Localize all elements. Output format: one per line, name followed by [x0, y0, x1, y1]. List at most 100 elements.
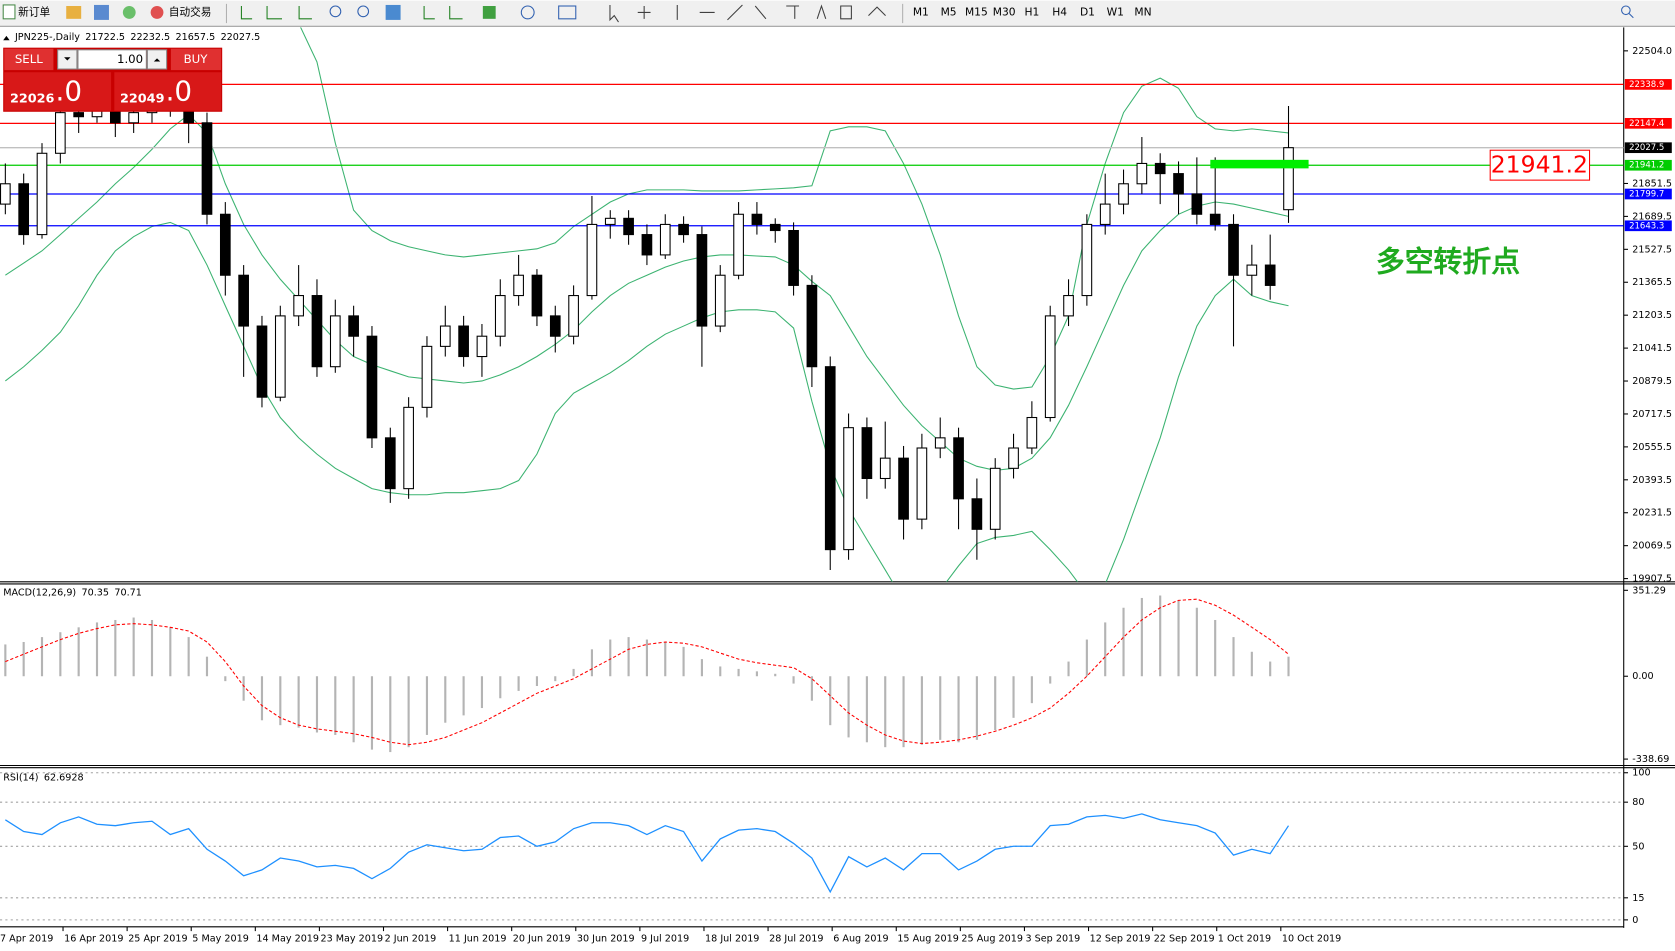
- timeframe-button[interactable]: H1: [1025, 5, 1040, 18]
- macd-bar: [572, 668, 575, 677]
- x-tick-label: 6 Aug 2019: [833, 934, 888, 945]
- price-level-tag: [1624, 159, 1672, 171]
- y-tick-label: 0.00: [1632, 671, 1653, 682]
- price-level-label: 21643.3: [1629, 221, 1664, 231]
- candle-body: [1008, 447, 1019, 469]
- icon[interactable]: [482, 6, 496, 19]
- candle-body: [843, 427, 854, 551]
- macd-bar: [590, 649, 594, 677]
- macd-bar: [1177, 600, 1180, 677]
- macd-bar: [609, 639, 612, 677]
- macd-bar: [902, 676, 905, 748]
- search-icon[interactable]: [1621, 5, 1631, 16]
- macd-bar: [444, 676, 447, 723]
- timeframe-button[interactable]: M1: [913, 5, 929, 18]
- header-value: 70.71: [114, 587, 142, 598]
- candle-body: [1209, 213, 1221, 225]
- header-value: 22232.5: [130, 32, 170, 43]
- collapse-arrow: [3, 35, 10, 41]
- candle-body: [586, 223, 598, 297]
- x-tick-label: 18 Jul 2019: [705, 934, 759, 945]
- y-tick-label: 20231.5: [1632, 508, 1672, 519]
- y-tick-label: 19907.5: [1632, 574, 1672, 585]
- header-value: 21657.5: [175, 32, 215, 43]
- candle-body: [1283, 147, 1294, 211]
- macd-bar: [682, 646, 685, 677]
- timeframe-button[interactable]: M5: [941, 5, 957, 18]
- y-tick-label: 20393.5: [1632, 475, 1672, 486]
- candle-body: [403, 406, 414, 490]
- macd-bar: [920, 676, 923, 745]
- search-icon[interactable]: [1628, 13, 1634, 19]
- lot-input[interactable]: [77, 49, 147, 70]
- x-tick-label: 25 Apr 2019: [128, 934, 187, 945]
- macd-bar: [260, 676, 264, 721]
- macd-bar: [829, 676, 832, 726]
- icon[interactable]: [385, 4, 401, 20]
- candle-body: [1264, 264, 1276, 286]
- macd-bar: [1214, 619, 1217, 677]
- bid-box[interactable]: [4, 72, 112, 111]
- candle-body: [1228, 223, 1239, 276]
- timeframe-button[interactable]: H4: [1052, 5, 1067, 18]
- new-order-button[interactable]: 新订单: [2, 4, 51, 20]
- macd-bar: [1122, 607, 1125, 677]
- icon[interactable]: [94, 4, 109, 20]
- icon[interactable]: [357, 5, 370, 18]
- candle-body: [733, 213, 744, 276]
- macd-bar: [224, 676, 227, 682]
- macd-bar: [1104, 622, 1107, 677]
- icon[interactable]: [122, 6, 136, 19]
- timeframe-button[interactable]: M15: [965, 5, 988, 18]
- icon[interactable]: [609, 4, 886, 23]
- x-tick-label: 23 May 2019: [320, 934, 383, 945]
- buy-button[interactable]: BUY: [170, 48, 222, 71]
- annotation-box: [1489, 149, 1591, 181]
- price-level-tag: [1624, 220, 1672, 232]
- timeframe-button[interactable]: M30: [993, 5, 1016, 18]
- y-tick-label: 21527.5: [1632, 244, 1672, 255]
- y-tick-label: 20717.5: [1632, 409, 1672, 420]
- annotation-value: 21941.2: [1491, 151, 1588, 179]
- ask-price: 22049: [120, 91, 165, 106]
- indicator-line: [4, 813, 1290, 894]
- timeframe-button[interactable]: MN: [1134, 5, 1151, 18]
- macd-bar: [77, 627, 80, 677]
- sell-button[interactable]: SELL: [4, 48, 54, 71]
- candle-body: [696, 234, 708, 327]
- ask-box[interactable]: [114, 72, 222, 111]
- icon[interactable]: [329, 5, 342, 18]
- candle-body: [201, 122, 213, 215]
- candle-body: [934, 437, 946, 449]
- candle-body: [366, 335, 378, 439]
- icon[interactable]: [520, 5, 535, 20]
- candle-body: [971, 498, 983, 530]
- candle-body: [348, 315, 359, 337]
- arrow: [64, 57, 71, 61]
- bollinger-band: [5, 113, 1289, 471]
- auto-trade-button[interactable]: 自动交易: [150, 5, 212, 19]
- candle-body: [311, 295, 323, 368]
- candle-body: [439, 325, 451, 347]
- x-tick-label: 14 May 2019: [256, 934, 319, 945]
- y-tick-label: 21689.5: [1632, 211, 1672, 222]
- icon[interactable]: [423, 6, 463, 20]
- trade-panel: SELL 1.00 BUY 22026 .0 22049 .0: [3, 47, 223, 112]
- icon[interactable]: [558, 5, 577, 20]
- bid-fraction: .0: [56, 75, 82, 108]
- candle-body: [73, 112, 85, 118]
- icon[interactable]: [66, 6, 82, 19]
- toolbar-bg: [0, 0, 1675, 27]
- price-level-tag: [1624, 142, 1672, 154]
- candle-body: [806, 284, 818, 368]
- timeframe-button[interactable]: W1: [1107, 5, 1124, 18]
- candle-body: [238, 274, 249, 327]
- icon[interactable]: [240, 6, 312, 20]
- chart-bg: [0, 27, 1675, 951]
- macd-bar: [242, 676, 245, 701]
- indicator-name: RSI(14): [3, 772, 38, 783]
- timeframe-button[interactable]: D1: [1080, 5, 1095, 18]
- candle-body: [1154, 162, 1166, 175]
